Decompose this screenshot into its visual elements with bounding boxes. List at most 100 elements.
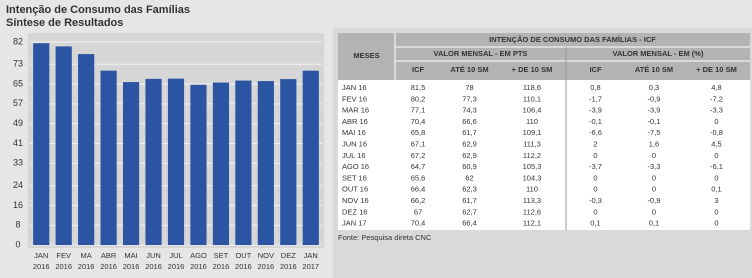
x-tick-label: 2016 bbox=[258, 262, 275, 271]
group-header: VALOR MENSAL - EM PTS bbox=[434, 49, 528, 58]
bar bbox=[78, 54, 95, 246]
cell: 0,3 bbox=[649, 83, 659, 92]
cell: 104,3 bbox=[523, 173, 542, 182]
cell: 0,1 bbox=[649, 219, 659, 228]
cell: -3,3 bbox=[648, 162, 661, 171]
cell: -3,9 bbox=[589, 106, 602, 115]
cell: 0,8 bbox=[590, 83, 600, 92]
cell: 61,7 bbox=[462, 196, 477, 205]
row-label: JUL 16 bbox=[342, 151, 366, 160]
x-tick-label: ABR bbox=[101, 251, 117, 260]
x-tick-label: 2017 bbox=[302, 262, 319, 271]
cell: 0 bbox=[652, 207, 656, 216]
row-label: OUT 16 bbox=[342, 185, 368, 194]
cell: 112,1 bbox=[523, 219, 541, 228]
cell: 109,1 bbox=[523, 128, 542, 137]
table-title: INTENÇÃO DE CONSUMO DAS FAMÍLIAS - ICF bbox=[489, 35, 656, 44]
cell: 0,1 bbox=[590, 219, 600, 228]
header-cell bbox=[338, 33, 750, 80]
row-header: MESES bbox=[353, 51, 379, 60]
cell: -0,8 bbox=[710, 128, 723, 137]
row-label: JAN 16 bbox=[342, 83, 367, 92]
x-tick-label: 2016 bbox=[145, 262, 162, 271]
cell: -1,7 bbox=[589, 94, 602, 103]
cell: 66,4 bbox=[462, 219, 477, 228]
y-tick-label: 33 bbox=[13, 158, 23, 168]
x-tick-label: OUT bbox=[235, 251, 251, 260]
body bbox=[338, 80, 750, 230]
cell: -0,9 bbox=[648, 94, 661, 103]
y-tick-label: 73 bbox=[13, 59, 23, 69]
x-tick-label: 2016 bbox=[213, 262, 230, 271]
cell: 0 bbox=[593, 173, 597, 182]
cell: 62,9 bbox=[462, 151, 477, 160]
y-tick-label: 16 bbox=[13, 200, 23, 210]
bar bbox=[145, 78, 162, 245]
x-tick-label: MA bbox=[81, 251, 92, 260]
row-label: MAI 16 bbox=[342, 128, 366, 137]
x-tick-label: 2016 bbox=[33, 262, 50, 271]
cell: 81,5 bbox=[411, 83, 426, 92]
column-header: + DE 10 SM bbox=[512, 65, 553, 74]
cell: 0 bbox=[593, 151, 597, 160]
row-label: FEV 16 bbox=[342, 94, 367, 103]
cell: 64,7 bbox=[411, 162, 426, 171]
cell: 0,1 bbox=[711, 185, 721, 194]
y-tick-label: 24 bbox=[13, 180, 23, 190]
cell: 0 bbox=[593, 207, 597, 216]
cell: 110 bbox=[526, 117, 538, 126]
cell: 62,7 bbox=[462, 207, 477, 216]
row-label: DEZ 16 bbox=[342, 207, 367, 216]
cell: -3,9 bbox=[648, 106, 661, 115]
y-tick-label: 0 bbox=[15, 239, 20, 249]
cell: 66,4 bbox=[411, 185, 426, 194]
x-tick-label: 2016 bbox=[78, 262, 95, 271]
cell: 0 bbox=[714, 173, 718, 182]
cell: 61,7 bbox=[462, 128, 477, 137]
cell: 3 bbox=[714, 196, 718, 205]
cell: 112,6 bbox=[523, 207, 541, 216]
cell: 0 bbox=[652, 185, 656, 194]
cell: 77,3 bbox=[462, 94, 477, 103]
bar bbox=[122, 82, 140, 245]
bar bbox=[212, 82, 230, 245]
cell: 112,2 bbox=[523, 151, 541, 160]
y-tick-label: 82 bbox=[13, 36, 23, 46]
bar bbox=[302, 70, 319, 245]
column-header: ATÉ 10 SM bbox=[450, 65, 488, 74]
chart-subtitle: Síntese de Resultados bbox=[6, 17, 123, 29]
cell: 66,6 bbox=[462, 117, 477, 126]
bar bbox=[257, 81, 274, 245]
x-tick-label: DEZ bbox=[281, 251, 296, 260]
x-tick-label: JUL bbox=[169, 251, 182, 260]
cell: -7,2 bbox=[710, 94, 723, 103]
row-label: JAN 17 bbox=[342, 219, 367, 228]
bar bbox=[235, 80, 252, 245]
x-tick-label: JAN bbox=[34, 251, 48, 260]
bar bbox=[280, 79, 297, 245]
row-label: ABR 16 bbox=[342, 117, 368, 126]
cell: 4,5 bbox=[711, 139, 721, 148]
bar bbox=[33, 43, 50, 245]
x-tick-label: JAN bbox=[304, 251, 318, 260]
x-tick-label: 2016 bbox=[55, 262, 72, 271]
cell: 110,1 bbox=[523, 94, 541, 103]
y-tick-label: 49 bbox=[13, 118, 23, 128]
x-tick-label: NOV bbox=[258, 251, 274, 260]
cell: 65,6 bbox=[411, 173, 426, 182]
group-header: VALOR MENSAL - EM (%) bbox=[613, 49, 704, 58]
cell: 67,1 bbox=[411, 139, 426, 148]
column-header: ICF bbox=[589, 65, 602, 74]
chart-title: Intenção de Consumo das Famílias bbox=[6, 4, 190, 16]
cell: 70,4 bbox=[411, 219, 426, 228]
column-header: ICF bbox=[412, 65, 425, 74]
x-tick-label: MAI bbox=[124, 251, 137, 260]
cell: -0,1 bbox=[589, 117, 602, 126]
cell: 0 bbox=[714, 117, 718, 126]
x-tick-label: 2016 bbox=[123, 262, 140, 271]
cell: 2 bbox=[593, 139, 597, 148]
cell: 62,9 bbox=[462, 139, 477, 148]
cell: 1,6 bbox=[649, 139, 659, 148]
x-tick-label: AGO bbox=[190, 251, 207, 260]
